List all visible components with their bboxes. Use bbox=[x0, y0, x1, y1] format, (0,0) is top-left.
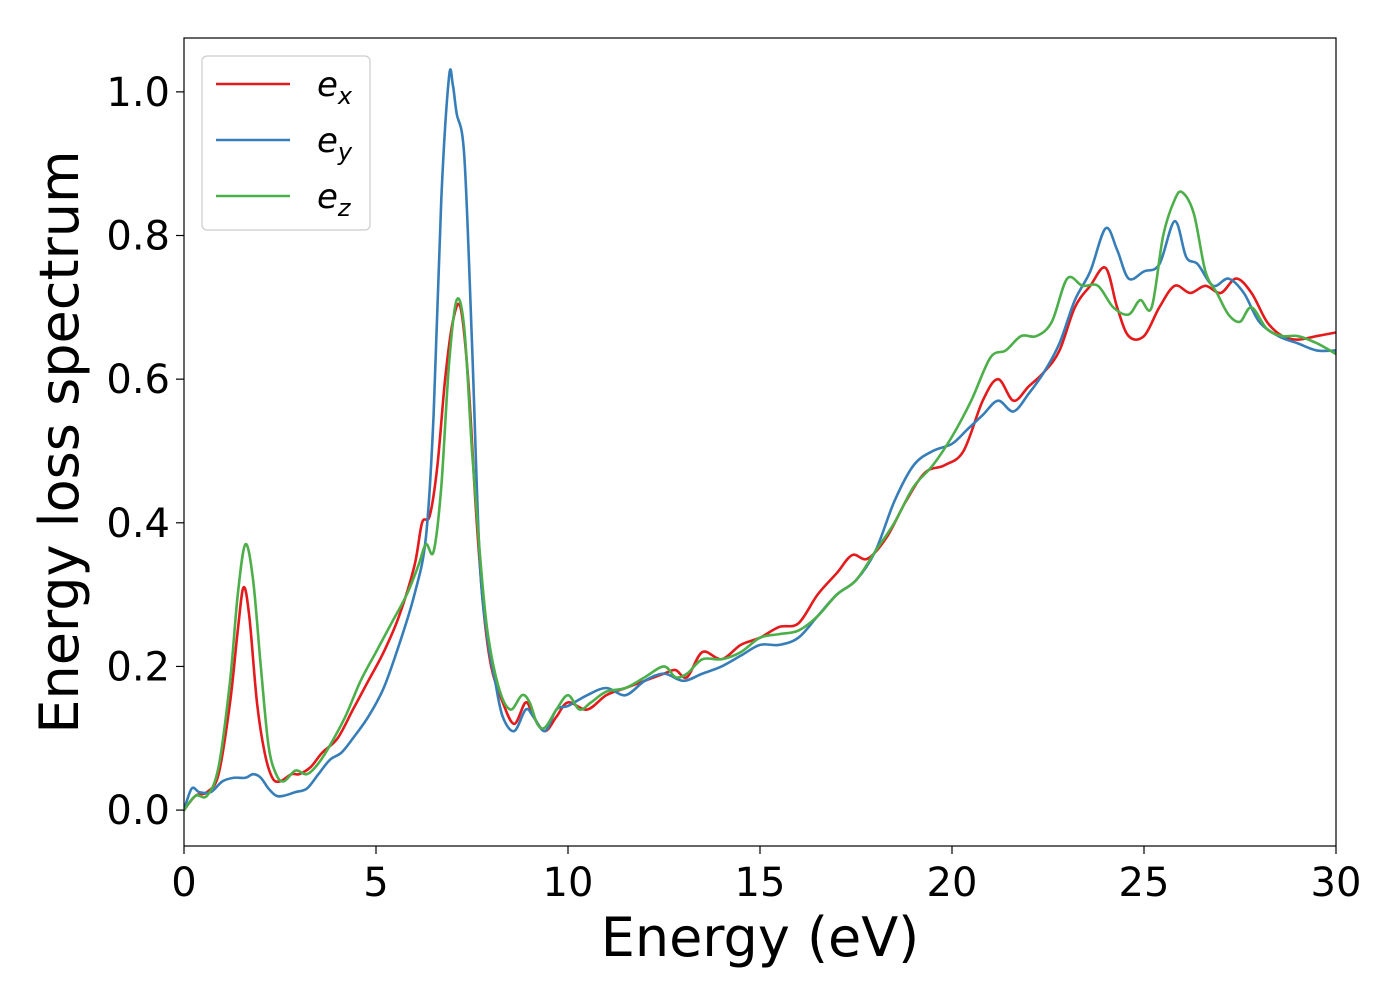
series-line-y bbox=[184, 68, 1336, 812]
x-tick-label: 5 bbox=[363, 860, 388, 906]
x-tick-label: 25 bbox=[1119, 860, 1170, 906]
series-layer bbox=[184, 68, 1336, 812]
x-axis-title: Energy (eV) bbox=[601, 906, 920, 969]
legend-label-z: ez bbox=[317, 177, 352, 222]
y-tick-label: 0.2 bbox=[106, 644, 170, 690]
x-axis: 0 5 10 15 20 25 30 bbox=[171, 846, 1361, 906]
x-tick-label: 30 bbox=[1311, 860, 1362, 906]
legend: ex ey ez bbox=[201, 55, 371, 231]
legend-label-x: ex bbox=[317, 65, 353, 110]
x-tick-label: 10 bbox=[543, 860, 594, 906]
x-tick-label: 0 bbox=[171, 860, 196, 906]
y-axis: 0.0 0.2 0.4 0.6 0.8 1.0 bbox=[106, 70, 184, 834]
x-tick-label: 15 bbox=[735, 860, 786, 906]
x-tick-label: 20 bbox=[927, 860, 978, 906]
y-tick-label: 0.4 bbox=[106, 501, 170, 547]
y-tick-label: 0.6 bbox=[106, 357, 170, 403]
series-line-z bbox=[184, 190, 1336, 812]
legend-frame bbox=[201, 55, 371, 231]
legend-label-y: ey bbox=[317, 121, 353, 166]
y-tick-label: 0.0 bbox=[106, 788, 170, 834]
y-axis-title: Energy loss spectrum bbox=[28, 150, 91, 733]
y-tick-label: 0.8 bbox=[106, 214, 170, 260]
y-tick-label: 1.0 bbox=[106, 70, 170, 116]
